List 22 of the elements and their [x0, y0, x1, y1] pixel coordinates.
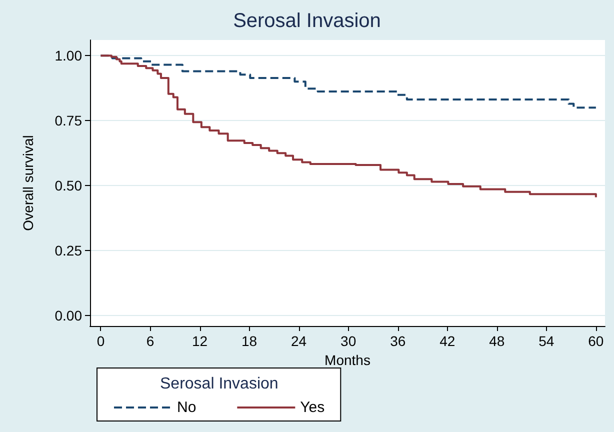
y-tick-label: 0.75 [54, 112, 82, 129]
y-tick-label: 0.00 [54, 308, 82, 324]
x-tick-label: 60 [588, 333, 604, 349]
x-tick-label: 24 [291, 333, 307, 349]
x-tick-label: 36 [390, 333, 406, 349]
x-axis-title: Months [324, 352, 370, 368]
legend-label: Yes [300, 399, 325, 416]
x-tick-label: 18 [242, 333, 258, 349]
x-tick-label: 6 [146, 333, 154, 349]
chart-title: Serosal Invasion [233, 10, 381, 32]
x-tick-label: 0 [96, 333, 105, 349]
x-tick-label: 42 [440, 333, 456, 349]
legend-title: Serosal Invasion [160, 376, 278, 392]
y-tick-label: 0.25 [54, 242, 82, 259]
x-tick-label: 48 [489, 333, 505, 349]
x-tick-label: 54 [538, 333, 554, 349]
x-tick-label: 30 [340, 333, 356, 349]
x-tick-label: 12 [192, 333, 208, 349]
y-axis-title: Overall survival [20, 135, 36, 231]
y-tick-label: 0.50 [54, 178, 82, 194]
legend-label: No [177, 399, 196, 416]
y-tick-label: 1.00 [54, 48, 82, 64]
